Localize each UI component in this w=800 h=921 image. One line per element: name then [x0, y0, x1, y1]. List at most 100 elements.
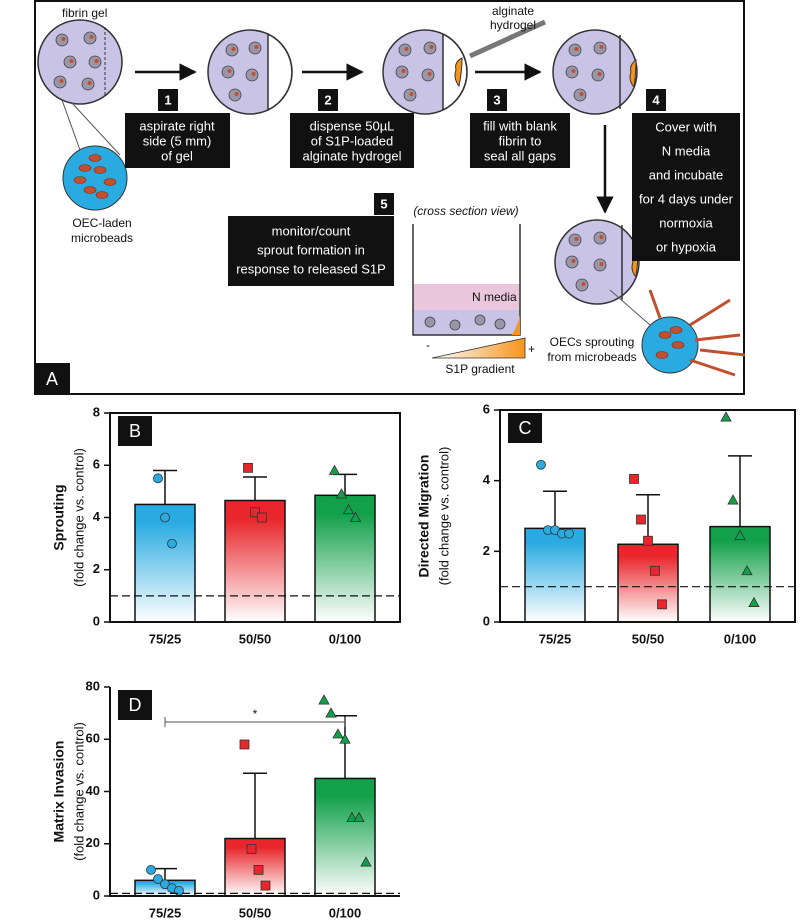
- cell: [251, 72, 256, 76]
- zoom-line: [61, 99, 81, 151]
- gradient-wedge: [431, 337, 526, 359]
- x-tick-label: 0/100: [329, 631, 362, 646]
- data-point: [650, 565, 660, 576]
- cell: [574, 237, 579, 241]
- step-text: fibrin to: [499, 133, 542, 148]
- cell: [103, 178, 117, 186]
- step-box: [228, 216, 394, 286]
- plot-frame: [109, 412, 401, 623]
- void: [267, 32, 293, 112]
- cell: [93, 166, 107, 174]
- cell: [579, 92, 584, 96]
- cell: [254, 45, 259, 49]
- cell: [401, 69, 406, 73]
- data-point: [657, 599, 667, 610]
- cell: [669, 326, 683, 334]
- y-axis-label: Sprouting: [51, 484, 67, 550]
- x-tick-label: 50/50: [239, 905, 272, 920]
- data-point: [339, 733, 351, 744]
- alginate-blob: [454, 57, 463, 88]
- data-point: [257, 512, 267, 523]
- bead: [424, 316, 436, 328]
- panel-label-box: [508, 413, 542, 443]
- significance-label: *: [253, 707, 258, 721]
- step-text: N media: [662, 143, 711, 158]
- x-tick-label: 50/50: [239, 631, 272, 646]
- step-text: fill with blank: [483, 118, 557, 133]
- sprout: [689, 358, 736, 377]
- step-text: aspirate right: [139, 118, 215, 133]
- step-number: 4: [652, 92, 660, 107]
- data-point: [720, 411, 732, 422]
- label: alginate: [492, 4, 534, 18]
- panel-label: C: [519, 418, 532, 438]
- step-number: 5: [380, 196, 387, 211]
- step-text: and incubate: [649, 167, 723, 182]
- data-point: [346, 811, 358, 823]
- label: OECs sprouting: [550, 335, 635, 349]
- sprout: [699, 348, 746, 357]
- data-point: [318, 694, 330, 705]
- label: hydrogel: [490, 18, 536, 32]
- y-tick-label: 6: [93, 457, 100, 472]
- cell: [671, 341, 685, 349]
- step-text: alginate hydrogel: [302, 148, 401, 163]
- bar: [224, 499, 286, 623]
- zoom-line: [609, 289, 651, 326]
- data-point: [636, 514, 646, 525]
- cell: [571, 259, 576, 263]
- x-tick-label: 0/100: [724, 631, 757, 646]
- label: (cross section view): [413, 204, 518, 218]
- y-tick-label: 60: [86, 731, 100, 746]
- y-tick-label: 2: [483, 543, 490, 558]
- step-text: dispense 50µL: [310, 118, 395, 133]
- data-point: [160, 512, 170, 523]
- x-tick-label: 75/25: [539, 631, 572, 646]
- step-number-box: [158, 89, 178, 111]
- data-point: [643, 535, 653, 546]
- panel-label-box: [118, 416, 152, 446]
- label: from microbeads: [547, 350, 636, 364]
- data-point: [629, 473, 639, 484]
- cell: [429, 45, 434, 49]
- y-axis-sublabel: (fold change vs. control): [71, 448, 86, 587]
- cell: [404, 47, 409, 51]
- data-point: [353, 811, 365, 823]
- bar: [524, 527, 586, 623]
- x-tick-label: 0/100: [329, 905, 362, 920]
- data-point: [325, 707, 337, 718]
- label: N media: [472, 290, 517, 304]
- cell: [78, 164, 92, 172]
- y-tick-label: 2: [93, 561, 100, 576]
- y-tick-label: 8: [93, 404, 100, 419]
- panel-label: B: [129, 421, 141, 441]
- cell: [409, 92, 414, 96]
- y-tick-label: 4: [483, 472, 491, 487]
- step-text: of S1P-loaded: [311, 133, 393, 148]
- cell: [571, 69, 576, 73]
- step-number: 3: [493, 92, 500, 107]
- y-axis-label: Directed Migration: [416, 455, 432, 578]
- step-text: response to released S1P: [236, 261, 386, 276]
- cell: [231, 47, 236, 51]
- data-point: [146, 864, 156, 875]
- data-point: [328, 464, 341, 475]
- data-point: [536, 459, 546, 470]
- data-point: [167, 538, 177, 549]
- cell: [599, 262, 604, 266]
- data-point: [239, 739, 250, 750]
- cell: [574, 47, 579, 51]
- step-number-box: [318, 89, 338, 111]
- step-box: [470, 113, 570, 168]
- step-text: or hypoxia: [656, 239, 717, 254]
- data-point: [260, 880, 271, 891]
- y-axis-sublabel: (fold change vs. control): [71, 722, 86, 861]
- step-number-box: [487, 89, 507, 111]
- media-layer: [413, 284, 520, 310]
- bar: [709, 525, 771, 623]
- cell: [427, 72, 432, 76]
- sprout: [648, 289, 662, 319]
- cell: [234, 92, 239, 96]
- label: S1P gradient: [445, 362, 515, 376]
